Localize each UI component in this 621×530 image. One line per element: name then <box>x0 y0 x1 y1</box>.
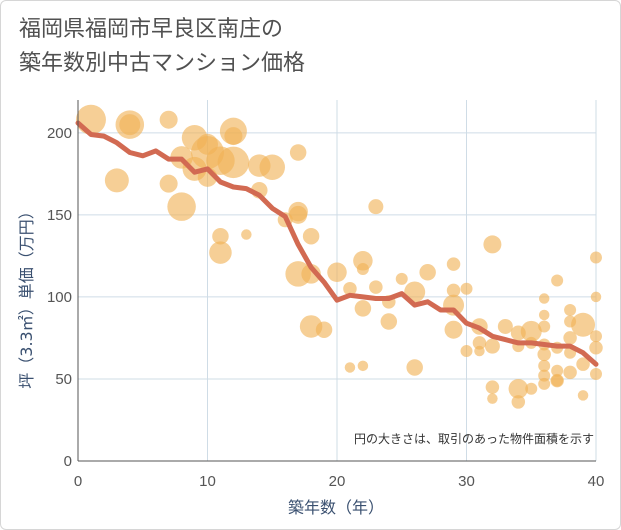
chart-title: 福岡県福岡市早良区南庄の 築年数別中古マンション価格 <box>19 13 439 81</box>
data-bubble <box>538 369 551 382</box>
axes <box>77 100 596 462</box>
x-tick-label: 40 <box>588 473 605 490</box>
data-bubble <box>224 127 243 146</box>
data-bubble <box>167 192 196 221</box>
data-bubble <box>302 227 320 245</box>
data-bubble <box>472 336 487 350</box>
data-bubble <box>119 114 141 136</box>
data-bubble <box>484 338 500 354</box>
data-bubble <box>159 174 178 193</box>
y-tick-label: 200 <box>47 125 72 142</box>
x-tick-label: 30 <box>458 473 475 490</box>
data-bubble <box>315 321 333 338</box>
data-bubble <box>538 377 551 390</box>
data-bubble <box>538 309 550 321</box>
data-bubble <box>563 365 577 380</box>
data-bubble <box>551 274 564 287</box>
data-bubble <box>564 304 577 317</box>
chart-title-line1: 福岡県福岡市早良区南庄の <box>19 17 284 42</box>
data-bubble <box>369 280 383 294</box>
chart-title-line2: 築年数別中古マンション価格 <box>19 51 306 76</box>
data-bubble <box>571 312 596 337</box>
data-bubble <box>289 205 308 224</box>
data-bubble <box>419 264 436 281</box>
data-bubble <box>474 345 485 357</box>
data-bubble <box>520 320 542 342</box>
data-bubble <box>590 291 602 303</box>
data-bubble <box>301 264 321 284</box>
data-bubble <box>241 229 252 240</box>
data-bubble <box>356 263 369 276</box>
y-tick-label: 150 <box>47 207 72 224</box>
data-bubble <box>357 360 369 372</box>
data-bubble <box>590 368 602 381</box>
y-tick-label: 0 <box>64 453 72 470</box>
data-bubble <box>576 357 590 371</box>
tick-labels: 0 50 100 150 200 0 10 20 30 40 <box>47 125 604 490</box>
x-tick-label: 10 <box>199 473 216 490</box>
data-bubble <box>444 320 463 339</box>
data-bubble <box>354 300 372 317</box>
data-bubble <box>446 283 461 298</box>
data-bubble <box>368 199 384 215</box>
data-bubble <box>563 331 577 345</box>
data-bubble <box>590 251 602 264</box>
data-bubble <box>538 293 550 304</box>
data-bubble <box>551 364 564 377</box>
data-bubble <box>343 281 357 296</box>
data-bubble <box>551 374 564 387</box>
data-bubble <box>75 104 106 135</box>
x-tick-label: 20 <box>329 473 346 490</box>
grid-lines <box>78 100 597 461</box>
data-bubble <box>487 393 498 404</box>
data-bubble <box>446 257 461 271</box>
data-bubble <box>380 313 398 330</box>
average-price-line <box>75 120 599 367</box>
data-bubble <box>564 315 577 328</box>
data-bubble <box>217 146 250 179</box>
data-bubble <box>395 272 408 285</box>
data-bubble <box>485 380 500 394</box>
y-tick-label: 50 <box>55 371 72 388</box>
data-bubble <box>590 330 602 343</box>
y-axis-title: 坪（3.3㎡）単価（万円） <box>17 203 36 388</box>
data-bubble <box>212 227 229 245</box>
data-bubble <box>209 241 232 264</box>
data-bubble <box>406 359 423 376</box>
data-bubble <box>511 395 526 409</box>
data-bubble <box>159 110 178 129</box>
data-bubble <box>508 379 529 399</box>
x-axis-title: 築年数（年） <box>288 498 384 517</box>
data-bubble <box>327 262 347 283</box>
data-bubble <box>589 341 603 355</box>
data-bubble <box>104 168 129 193</box>
data-bubble <box>460 345 473 358</box>
y-tick-label: 100 <box>47 289 72 306</box>
data-bubble <box>537 347 551 362</box>
x-tick-label: 0 <box>74 473 82 490</box>
data-bubble <box>525 382 538 395</box>
data-bubble <box>259 154 285 181</box>
data-bubble <box>497 318 513 334</box>
data-bubble <box>577 390 589 401</box>
data-bubble <box>289 144 307 161</box>
data-bubble <box>538 359 551 372</box>
data-bubble <box>460 282 473 295</box>
data-bubble <box>344 362 356 373</box>
data-bubble <box>483 235 502 254</box>
bubble-size-note: 円の大きさは、取引のあった物件面積を示す <box>354 431 594 446</box>
data-bubble <box>538 320 551 333</box>
